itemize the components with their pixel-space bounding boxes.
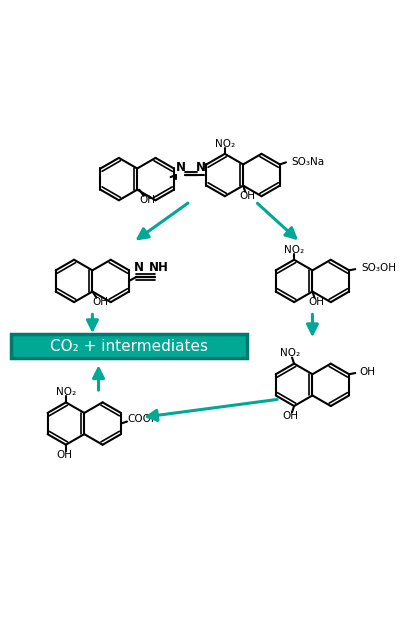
Text: CO₂ + intermediates: CO₂ + intermediates (50, 339, 208, 354)
Text: SO₃OH: SO₃OH (361, 264, 396, 273)
Text: NO₂: NO₂ (284, 245, 304, 255)
Text: COOH: COOH (128, 414, 159, 424)
FancyBboxPatch shape (11, 334, 247, 358)
Text: OH: OH (139, 195, 155, 205)
Text: OH: OH (282, 411, 298, 421)
Text: NH: NH (149, 262, 169, 274)
Text: OH: OH (359, 367, 375, 377)
Text: N: N (133, 262, 143, 274)
Text: NO₂: NO₂ (215, 139, 235, 149)
Text: OH: OH (309, 297, 325, 307)
Text: N: N (196, 161, 206, 174)
Text: NO₂: NO₂ (56, 387, 76, 397)
Text: OH: OH (239, 191, 255, 201)
Text: OH: OH (56, 450, 72, 460)
Text: N: N (176, 161, 186, 174)
Text: NO₂: NO₂ (280, 348, 300, 358)
Text: OH: OH (93, 297, 109, 307)
Text: SO₃Na: SO₃Na (291, 156, 324, 166)
